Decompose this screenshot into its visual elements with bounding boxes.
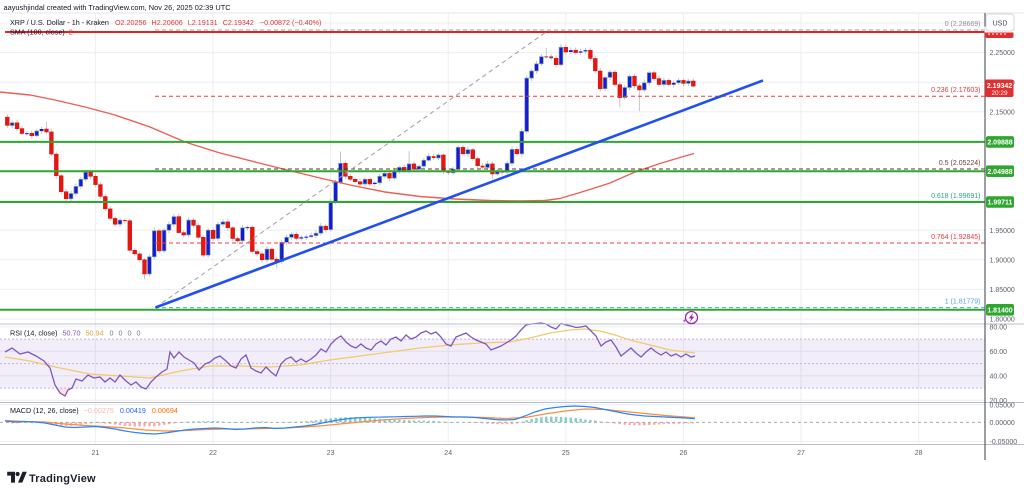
svg-text:60.00: 60.00 [990,349,1008,356]
svg-text:aayushjindal created with Trad: aayushjindal created with TradingView.co… [4,3,232,12]
svg-text:0.764 (1.92845): 0.764 (1.92845) [931,234,980,241]
svg-text:0.05000: 0.05000 [990,402,1015,409]
svg-text:1.80000: 1.80000 [990,317,1015,324]
svg-text:TradingView: TradingView [29,473,96,485]
svg-text:28: 28 [915,450,923,457]
svg-text:0.5 (2.05224): 0.5 (2.05224) [939,160,981,167]
svg-text:21: 21 [92,450,100,457]
svg-text:SMA (100, close)2: SMA (100, close) 2 [10,28,73,37]
svg-text:0.00000: 0.00000 [990,420,1015,427]
svg-text:1.81400: 1.81400 [987,307,1012,314]
svg-text:1 (1.81779): 1 (1.81779) [945,299,981,306]
svg-text:27: 27 [797,450,805,457]
svg-text:2.09888: 2.09888 [987,140,1012,147]
svg-text:2.15000: 2.15000 [990,109,1015,116]
svg-text:1.90000: 1.90000 [990,257,1015,264]
svg-text:2.19342: 2.19342 [987,83,1012,90]
svg-text:2.04988: 2.04988 [987,169,1012,176]
svg-text:40.00: 40.00 [990,373,1008,380]
svg-text:0.236 (2.17603): 0.236 (2.17603) [931,87,980,94]
svg-text:-0.05000: -0.05000 [990,439,1018,446]
svg-text:0.618 (1.99691): 0.618 (1.99691) [931,193,980,200]
svg-text:✦: ✦ [682,318,687,325]
svg-text:22: 22 [209,450,217,457]
svg-text:XRP / U.S. Dollar - 1h - Krake: XRP / U.S. Dollar - 1h - Kraken O2.20256 H… [10,18,321,27]
svg-text:26: 26 [680,450,688,457]
svg-text:20:29: 20:29 [992,90,1008,97]
svg-text:0 (2.28669): 0 (2.28669) [945,21,981,28]
svg-text:1.85000: 1.85000 [990,287,1015,294]
svg-text:24: 24 [444,450,452,457]
svg-text:2.25000: 2.25000 [990,50,1015,57]
svg-text:20.00: 20.00 [990,398,1008,405]
svg-text:USD: USD [993,21,1008,28]
svg-text:1.99711: 1.99711 [988,200,1013,207]
svg-text:25: 25 [562,450,570,457]
svg-text:80.00: 80.00 [990,324,1008,331]
svg-text:23: 23 [327,450,335,457]
svg-text:1.95000: 1.95000 [990,228,1015,235]
